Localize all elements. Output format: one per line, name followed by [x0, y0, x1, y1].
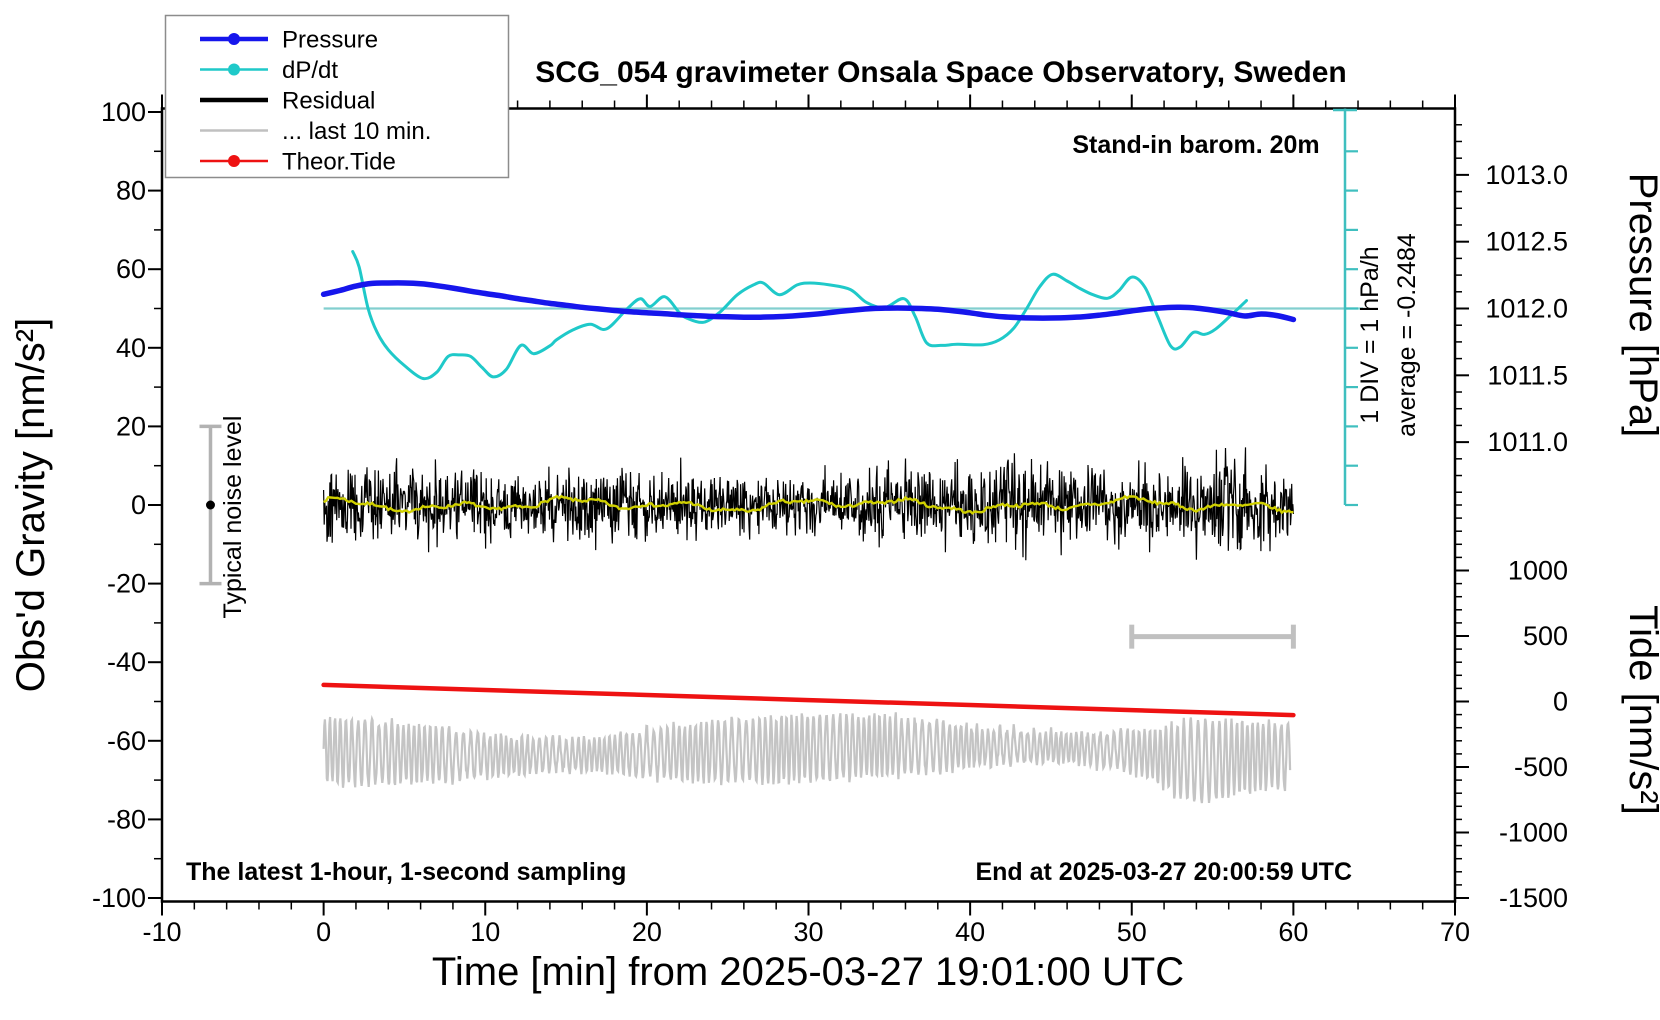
theor-tide-line: [321, 682, 1296, 718]
x-tick-label: 10: [470, 917, 500, 947]
sampling-note: The latest 1-hour, 1-second sampling: [186, 858, 626, 886]
gravity-tick-label: -20: [107, 569, 146, 599]
yaxis-gravity-title: Obs'd Gravity [nm/s²]: [9, 318, 53, 692]
pressure-tick-label: 1011.0: [1487, 427, 1568, 457]
legend-item-label: dP/dt: [282, 57, 338, 84]
yaxis-tide-title: Tide [nm/s²]: [1621, 605, 1660, 815]
last10min-trace: [322, 712, 1292, 804]
errorbar-center-dot: [205, 500, 215, 510]
gravity-tick-label: -40: [107, 647, 146, 677]
div-scale-bar: [1333, 108, 1358, 507]
legend-item-label: Residual: [282, 88, 375, 115]
gravity-tick-label: 80: [116, 176, 146, 206]
gravity-tick-label: 60: [116, 254, 146, 284]
last10-extent-bar: [1129, 624, 1296, 649]
text-layer: SCG_054 gravimeter Onsala Space Observat…: [9, 56, 1660, 994]
gravity-tick-label: 20: [116, 411, 146, 441]
legend-marker-dot: [228, 63, 240, 76]
legend-item-label: Theor.Tide: [282, 149, 396, 176]
legend-item-label: ... last 10 min.: [282, 118, 431, 145]
legend-item: ... last 10 min.: [200, 118, 431, 145]
tide-tick-label: -500: [1514, 752, 1568, 782]
scale-markers-layer: [199, 108, 1358, 649]
pressure-tick-label: 1011.5: [1487, 360, 1568, 390]
pressure-curve: [320, 280, 1297, 323]
gravity-tick-label: 40: [116, 333, 146, 363]
pressure-tick-label: 1012.5: [1485, 227, 1568, 257]
data-curves-layer: [320, 250, 1363, 804]
chart-title: SCG_054 gravimeter Onsala Space Observat…: [535, 56, 1347, 89]
gravity-tick-label: -100: [92, 883, 146, 913]
legend-item-label: Pressure: [282, 27, 378, 54]
legend-item: Theor.Tide: [200, 149, 396, 176]
x-tick-label: 50: [1117, 917, 1147, 947]
gravity-tick-label: -60: [107, 726, 146, 756]
x-tick-label: 20: [632, 917, 662, 947]
standin-barometer-note: Stand-in barom. 20m: [1072, 131, 1319, 159]
legend-item: Residual: [200, 88, 375, 115]
x-tick-label: 0: [316, 917, 331, 947]
x-tick-label: 30: [793, 917, 823, 947]
pressure-tick-label: 1013.0: [1485, 160, 1568, 190]
tide-tick-label: -1000: [1499, 818, 1568, 848]
tide-tick-label: 0: [1553, 687, 1568, 717]
legend-box: [164, 14, 510, 179]
axes-layer: -10 0 10 20 30 40 50 60 70-100-80-60-40-20020406…: [92, 94, 1568, 947]
noise-level-label: Typical noise level: [219, 416, 247, 619]
x-tick-label: -10: [142, 917, 181, 947]
legend-marker-dot: [228, 33, 240, 45]
gravity-tick-label: -80: [107, 804, 146, 834]
xaxis-title: Time [min] from 2025-03-27 19:01:00 UTC: [432, 950, 1184, 994]
noise-level-errorbar: [199, 424, 222, 586]
legend-item: dP/dt: [200, 57, 338, 84]
gravity-tick-label: 100: [101, 97, 146, 127]
legend: Pressure dP/dt Residual ... last 10 min. The…: [164, 14, 510, 179]
gravity-tick-label: 0: [131, 490, 146, 520]
tide-tick-label: -1500: [1499, 883, 1568, 913]
residual-trace: [323, 447, 1294, 561]
legend-item: Pressure: [200, 27, 378, 54]
tide-tick-label: 1000: [1508, 556, 1568, 586]
end-time-note: End at 2025-03-27 20:00:59 UTC: [975, 858, 1352, 886]
dpdt-curve: [351, 250, 1248, 381]
tide-tick-label: 500: [1523, 621, 1568, 651]
average-dpdt-note: average = -0.2484: [1393, 233, 1421, 437]
x-tick-label: 70: [1440, 917, 1470, 947]
legend-marker-dot: [228, 155, 240, 167]
residual-smoothed-curve: [323, 494, 1294, 515]
div-scale-note: 1 DIV = 1 hPa/h: [1356, 246, 1384, 423]
pressure-tick-label: 1012.0: [1485, 294, 1568, 324]
x-tick-label: 40: [955, 917, 985, 947]
x-tick-label: 60: [1278, 917, 1308, 947]
yaxis-pressure-title: Pressure [hPa]: [1621, 173, 1660, 438]
legend-entries: Pressure dP/dt Residual ... last 10 min. The…: [200, 27, 431, 176]
